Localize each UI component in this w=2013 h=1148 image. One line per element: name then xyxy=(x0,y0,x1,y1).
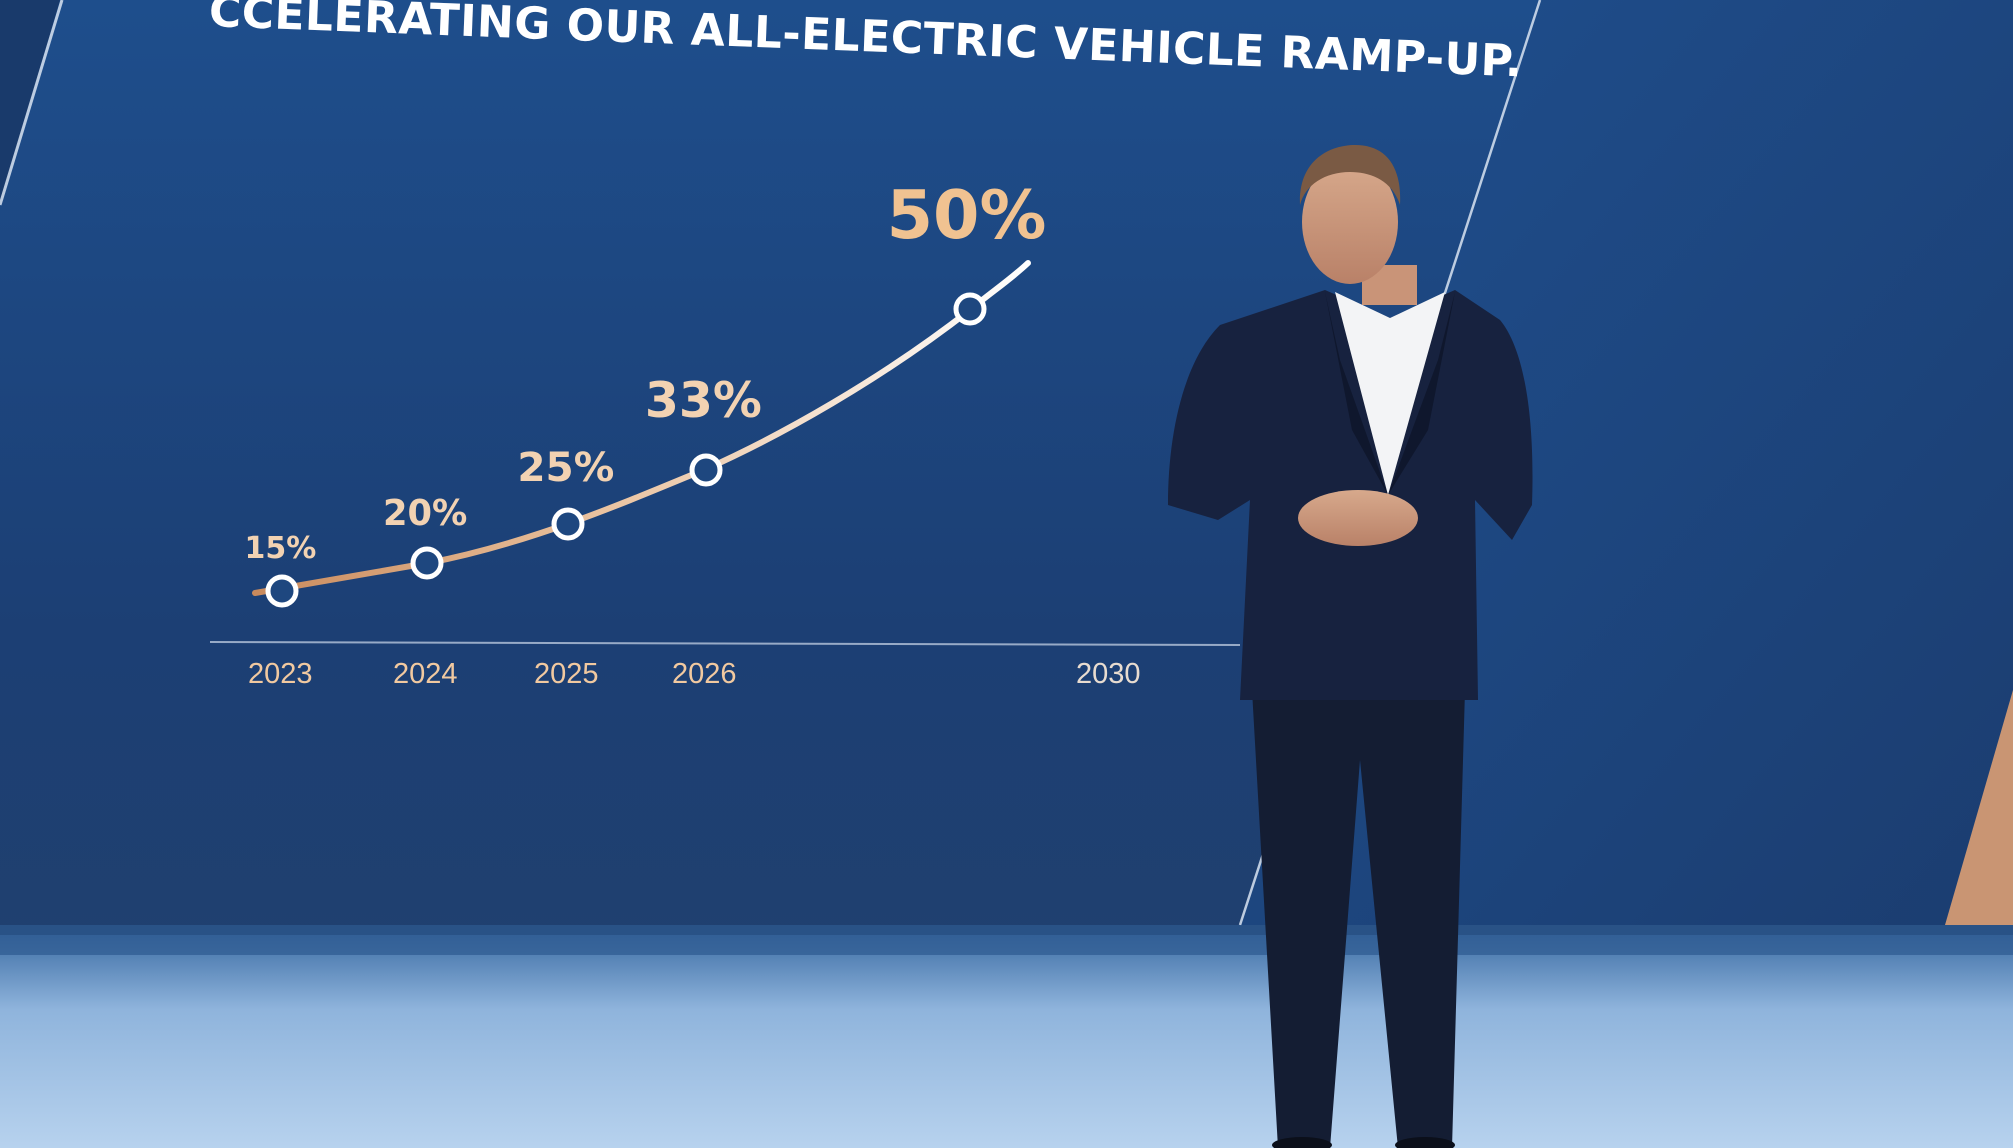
data-point-2030 xyxy=(953,292,987,326)
growth-curve xyxy=(252,260,1031,596)
presenter xyxy=(1168,145,1533,1148)
presenter-hands xyxy=(1298,490,1418,546)
year-label-2023: 2023 xyxy=(248,658,313,690)
presenter-shirt xyxy=(1335,292,1445,495)
presenter-trousers xyxy=(1252,690,1465,1148)
value-label-2024: 20% xyxy=(382,493,468,535)
presenter-hair xyxy=(1299,145,1401,205)
floor-shadow-band xyxy=(0,925,2013,955)
data-point-2023 xyxy=(265,574,299,608)
left-panel-edge-line xyxy=(0,0,64,206)
presenter-shoe-right xyxy=(1395,1137,1455,1148)
stage-floor xyxy=(0,935,2013,1148)
presenter-shoe-left xyxy=(1272,1137,1332,1148)
year-label-2026: 2026 xyxy=(672,658,737,690)
value-label-2025: 25% xyxy=(517,443,615,492)
year-label-2024: 2024 xyxy=(393,658,458,690)
data-point-2025 xyxy=(551,507,585,541)
value-label-2023: 15% xyxy=(244,531,317,566)
year-label-2025: 2025 xyxy=(534,658,599,690)
data-point-2024 xyxy=(410,546,444,580)
presenter-head xyxy=(1302,160,1398,284)
chart-baseline xyxy=(209,641,1241,646)
copper-accent xyxy=(1945,690,2013,925)
year-label-2030: 2030 xyxy=(1076,658,1141,690)
value-label-2026: 33% xyxy=(644,372,762,430)
value-label-2030: 50% xyxy=(886,176,1047,255)
data-point-2026 xyxy=(689,453,723,487)
